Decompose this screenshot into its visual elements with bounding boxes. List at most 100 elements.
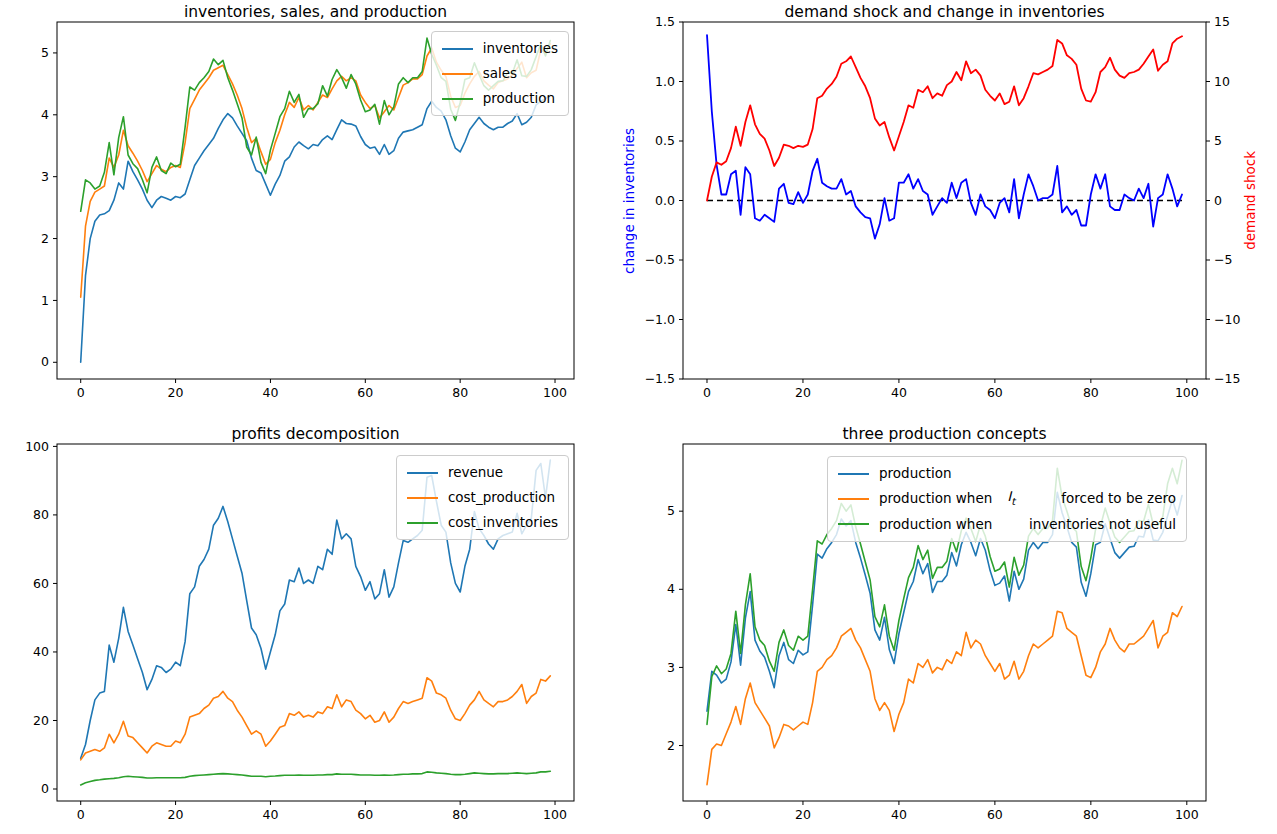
svg-text:80: 80 xyxy=(1083,807,1099,822)
chart-three-production-concepts: 0 20 40 60 80 100 2 3 4 5 three production concep… xyxy=(639,417,1277,834)
svg-text:40: 40 xyxy=(891,385,907,400)
svg-text:−1.5: −1.5 xyxy=(645,371,675,386)
svg-text:20: 20 xyxy=(795,385,811,400)
legend-item-production: production xyxy=(442,89,558,108)
svg-text:−10: −10 xyxy=(1214,312,1240,327)
y2-axis-label-text: demand shock xyxy=(1242,151,1258,250)
svg-text:−15: −15 xyxy=(1214,371,1240,386)
y-axis-label-text: change in inventories xyxy=(621,128,637,274)
chart-title: three production concepts xyxy=(683,425,1206,443)
legend-item-cost-inventories: cost_inventories xyxy=(407,513,558,532)
svg-text:80: 80 xyxy=(452,385,468,400)
legend-item-production: production xyxy=(838,464,1176,483)
svg-text:60: 60 xyxy=(987,385,1003,400)
svg-text:0.5: 0.5 xyxy=(655,133,675,148)
svg-text:0: 0 xyxy=(703,807,711,822)
svg-text:15: 15 xyxy=(1214,14,1230,29)
legend: revenue cost_production cost_inventories xyxy=(396,455,569,540)
chart-title: demand shock and change in inventories xyxy=(683,3,1206,21)
svg-text:0: 0 xyxy=(41,354,49,369)
legend-label: production xyxy=(879,464,952,483)
legend-line-sample-icon xyxy=(838,498,869,500)
svg-text:80: 80 xyxy=(33,507,49,522)
legend-line-sample-icon xyxy=(838,473,869,475)
svg-text:1: 1 xyxy=(41,293,49,308)
math-symbol-It: It xyxy=(1007,487,1015,511)
svg-text:5: 5 xyxy=(41,45,49,60)
legend: inventories sales production xyxy=(431,31,569,116)
figure-canvas: 020406080100012345 inventories, sales, a… xyxy=(0,0,1277,834)
svg-text:0: 0 xyxy=(703,385,711,400)
plot-canvas: 0204060801001.51.00.50.0−0.5−1.0−1.51510… xyxy=(639,0,1277,417)
legend-label: revenue xyxy=(448,463,503,482)
right-y-axis-label: demand shock xyxy=(1240,22,1260,379)
svg-text:0: 0 xyxy=(1214,193,1222,208)
legend-item-production-no-inventories: production when inventories not useful xyxy=(838,515,1176,534)
svg-text:20: 20 xyxy=(795,807,811,822)
legend-label-post: forced to be zero xyxy=(1061,489,1176,508)
legend: production production when It forced to … xyxy=(827,456,1187,542)
svg-text:80: 80 xyxy=(452,807,468,822)
left-y-axis-label: change in inventories xyxy=(619,22,639,379)
svg-text:−0.5: −0.5 xyxy=(645,252,675,267)
chart-inventories-sales-production: 0 20 40 60 80 100 0 1 2 3 4 5 inventories, sales, a… xyxy=(0,0,638,417)
svg-text:60: 60 xyxy=(357,807,373,822)
svg-text:40: 40 xyxy=(262,807,278,822)
svg-text:100: 100 xyxy=(1175,807,1199,822)
legend-label-pre: production when xyxy=(879,489,992,508)
chart-title: inventories, sales, and production xyxy=(57,3,574,21)
svg-text:0.0: 0.0 xyxy=(655,193,675,208)
legend-line-sample-icon xyxy=(838,523,869,525)
legend-label: cost_inventories xyxy=(448,513,558,532)
svg-text:40: 40 xyxy=(33,644,49,659)
svg-text:0: 0 xyxy=(77,385,85,400)
svg-text:40: 40 xyxy=(262,385,278,400)
svg-text:4: 4 xyxy=(667,581,675,596)
svg-text:1.0: 1.0 xyxy=(655,74,675,89)
legend-line-sample-icon xyxy=(407,472,438,474)
legend-item-inventories: inventories xyxy=(442,39,558,58)
svg-text:20: 20 xyxy=(33,713,49,728)
svg-text:5: 5 xyxy=(1214,133,1222,148)
svg-text:5: 5 xyxy=(667,503,675,518)
svg-text:60: 60 xyxy=(987,807,1003,822)
legend-label-post: inventories not useful xyxy=(1029,515,1176,534)
svg-text:−5: −5 xyxy=(1214,252,1232,267)
svg-text:1.5: 1.5 xyxy=(655,14,675,29)
legend-item-revenue: revenue xyxy=(407,463,558,482)
svg-text:2: 2 xyxy=(41,231,49,246)
legend-line-sample-icon xyxy=(442,73,473,75)
svg-text:2: 2 xyxy=(667,738,675,753)
legend-label: cost_production xyxy=(448,488,555,507)
legend-item-cost-production: cost_production xyxy=(407,488,558,507)
svg-text:100: 100 xyxy=(25,439,49,454)
svg-text:3: 3 xyxy=(41,169,49,184)
legend-label: sales xyxy=(483,64,517,83)
svg-text:20: 20 xyxy=(168,807,184,822)
svg-text:40: 40 xyxy=(891,807,907,822)
legend-item-sales: sales xyxy=(442,64,558,83)
legend-label-pre: production when xyxy=(879,515,992,534)
chart-title: profits decomposition xyxy=(57,425,574,443)
svg-text:60: 60 xyxy=(33,576,49,591)
chart-profits-decomposition: 020406080100020406080100 profits decompo… xyxy=(0,417,638,834)
legend-label: inventories xyxy=(483,39,558,58)
legend-line-sample-icon xyxy=(407,522,438,524)
svg-text:100: 100 xyxy=(1175,385,1199,400)
svg-text:10: 10 xyxy=(1214,74,1230,89)
svg-text:−1.0: −1.0 xyxy=(645,312,675,327)
svg-text:20: 20 xyxy=(168,385,184,400)
legend-line-sample-icon xyxy=(442,98,473,100)
svg-text:0: 0 xyxy=(77,807,85,822)
legend-label: production xyxy=(483,89,556,108)
svg-text:4: 4 xyxy=(41,107,49,122)
svg-text:80: 80 xyxy=(1083,385,1099,400)
legend-item-production-It-zero: production when It forced to be zero xyxy=(838,487,1176,511)
chart-demand-shock-change-in-inventories: 0204060801001.51.00.50.0−0.5−1.0−1.51510… xyxy=(639,0,1277,417)
legend-line-sample-icon xyxy=(442,48,473,50)
svg-text:0: 0 xyxy=(41,781,49,796)
svg-text:3: 3 xyxy=(667,660,675,675)
svg-text:60: 60 xyxy=(357,385,373,400)
legend-line-sample-icon xyxy=(407,497,438,499)
svg-text:100: 100 xyxy=(543,385,567,400)
